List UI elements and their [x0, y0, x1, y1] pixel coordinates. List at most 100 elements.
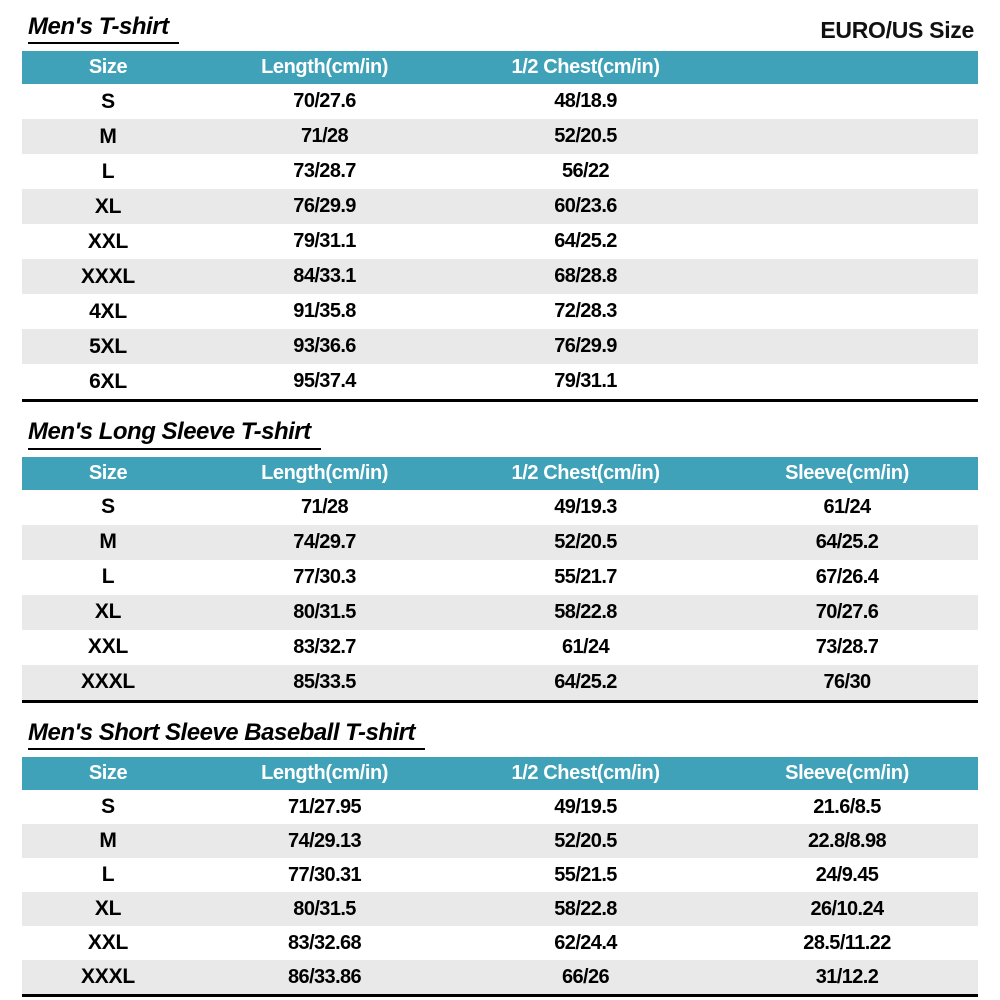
value-cell: 49/19.3	[554, 495, 617, 518]
column-header: Length(cm/in)	[194, 456, 456, 490]
table-row: XL 80/31.5 58/22.8 70/27.6	[22, 594, 978, 630]
value-cell: 56/22	[562, 160, 610, 183]
size-cell: 5XL	[89, 334, 127, 358]
table-row: XL 80/31.5 58/22.8 26/10.24	[22, 892, 978, 927]
value-cell: 72/28.3	[554, 300, 617, 323]
size-cell: XXXL	[81, 965, 136, 989]
size-cell: L	[101, 565, 115, 589]
value-cell	[716, 259, 978, 294]
value-cell: 24/9.45	[815, 863, 879, 886]
value-cell: 71/28	[301, 125, 349, 148]
value-cell: 52/20.5	[554, 530, 617, 553]
table-row: 5XL 93/36.6 76/29.9	[22, 329, 978, 365]
value-cell	[716, 189, 978, 224]
value-cell: 31/12.2	[815, 965, 879, 988]
value-cell: 70/27.6	[293, 90, 356, 113]
size-cell: 4XL	[89, 299, 127, 323]
table-row: 4XL 91/35.8 72/28.3	[22, 294, 978, 329]
size-cell: XXXL	[81, 264, 136, 288]
value-cell: 84/33.1	[293, 265, 356, 288]
value-cell	[716, 154, 978, 189]
value-cell: 55/21.7	[554, 565, 617, 588]
size-cell: S	[101, 795, 115, 819]
size-cell: XXL	[87, 229, 129, 253]
column-header: 1/2 Chest(cm/in)	[455, 757, 717, 791]
table-row: 6XL 95/37.4 79/31.1	[22, 364, 978, 401]
table-row: S 70/27.6 48/18.9	[22, 84, 978, 119]
value-cell: 64/25.2	[554, 230, 617, 253]
value-cell: 76/29.9	[554, 335, 617, 358]
table-row: L 77/30.31 55/21.5 24/9.45	[22, 858, 978, 892]
size-cell: 6XL	[89, 369, 127, 393]
size-cell: S	[101, 495, 115, 519]
value-cell: 64/25.2	[815, 530, 879, 553]
table-row: M 74/29.13 52/20.5 22.8/8.98	[22, 824, 978, 859]
chart-header: Men's Long Sleeve T-shirt	[28, 419, 974, 450]
value-cell: 68/28.8	[554, 265, 617, 288]
chart-header: Men's T-shirt EURO/US Size	[28, 13, 974, 45]
size-cell: S	[101, 89, 115, 113]
header-row: Size Length(cm/in) 1/2 Chest(cm/in) Sleeve(…	[22, 757, 978, 791]
value-cell: 86/33.86	[288, 965, 362, 988]
value-cell	[716, 364, 978, 401]
value-cell: 21.6/8.5	[813, 795, 881, 818]
table-row: S 71/28 49/19.3 61/24	[22, 490, 978, 525]
value-cell: 48/18.9	[554, 90, 617, 113]
size-cell: XL	[94, 897, 122, 921]
value-cell: 61/24	[562, 635, 610, 658]
size-cell: L	[101, 159, 115, 183]
value-cell: 58/22.8	[554, 897, 617, 920]
mens-baseball-size-table: Size Length(cm/in) 1/2 Chest(cm/in) Sleeve(…	[22, 757, 978, 998]
value-cell: 71/28	[301, 495, 349, 518]
value-cell: 80/31.5	[293, 600, 356, 623]
value-cell: 62/24.4	[554, 931, 617, 954]
mens-long-sleeve-size-table: Size Length(cm/in) 1/2 Chest(cm/in) Sleeve(…	[22, 456, 978, 703]
table-row: XXXL 86/33.86 66/26 31/12.2	[22, 960, 978, 996]
table-row: XXL 79/31.1 64/25.2	[22, 224, 978, 259]
value-cell: 74/29.7	[293, 530, 356, 553]
value-cell: 67/26.4	[815, 565, 879, 588]
header-row: Size Length(cm/in) 1/2 Chest(cm/in) Sleeve(…	[22, 456, 978, 490]
table-row: XXXL 84/33.1 68/28.8	[22, 259, 978, 295]
table-row: M 74/29.7 52/20.5 64/25.2	[22, 524, 978, 560]
table-title-mens-long-sleeve: Men's Long Sleeve T-shirt	[28, 419, 321, 450]
value-cell: 60/23.6	[554, 195, 617, 218]
value-cell: 64/25.2	[554, 670, 617, 693]
value-cell: 55/21.5	[554, 863, 617, 886]
mens-tshirt-size-table: Size Length(cm/in) 1/2 Chest(cm/in) S 70/27.…	[22, 51, 978, 403]
value-cell: 77/30.31	[288, 863, 362, 886]
size-cell: XL	[94, 194, 122, 218]
value-cell: 73/28.7	[815, 635, 879, 658]
column-header: Length(cm/in)	[194, 757, 456, 791]
unit-system-label: EURO/US Size	[820, 17, 974, 44]
table-row: S 71/27.95 49/19.5 21.6/8.5	[22, 790, 978, 824]
size-cell: M	[99, 829, 117, 853]
table-row: XL 76/29.9 60/23.6	[22, 189, 978, 225]
column-header: Size	[22, 51, 195, 85]
value-cell	[716, 224, 978, 259]
column-header: 1/2 Chest(cm/in)	[455, 456, 717, 490]
value-cell: 80/31.5	[293, 897, 356, 920]
size-cell: XXL	[87, 635, 129, 659]
column-header: Size	[22, 456, 195, 490]
value-cell: 76/29.9	[293, 195, 356, 218]
value-cell: 79/31.1	[293, 230, 356, 253]
value-cell: 22.8/8.98	[808, 829, 887, 852]
value-cell: 71/27.95	[288, 795, 362, 818]
size-cell: M	[99, 530, 117, 554]
value-cell: 85/33.5	[293, 670, 356, 693]
value-cell: 83/32.68	[288, 931, 362, 954]
value-cell: 49/19.5	[554, 795, 617, 818]
value-cell: 52/20.5	[554, 125, 617, 148]
table-row: L 77/30.3 55/21.7 67/26.4	[22, 560, 978, 595]
table-row: M 71/28 52/20.5	[22, 119, 978, 155]
value-cell: 83/32.7	[293, 635, 356, 658]
value-cell: 95/37.4	[293, 370, 356, 393]
column-header	[716, 51, 978, 85]
value-cell: 73/28.7	[293, 160, 356, 183]
size-cell: XXL	[87, 931, 129, 955]
value-cell: 77/30.3	[293, 565, 356, 588]
size-cell: XXXL	[81, 670, 136, 694]
table-title-mens-baseball: Men's Short Sleeve Baseball T-shirt	[28, 719, 426, 751]
